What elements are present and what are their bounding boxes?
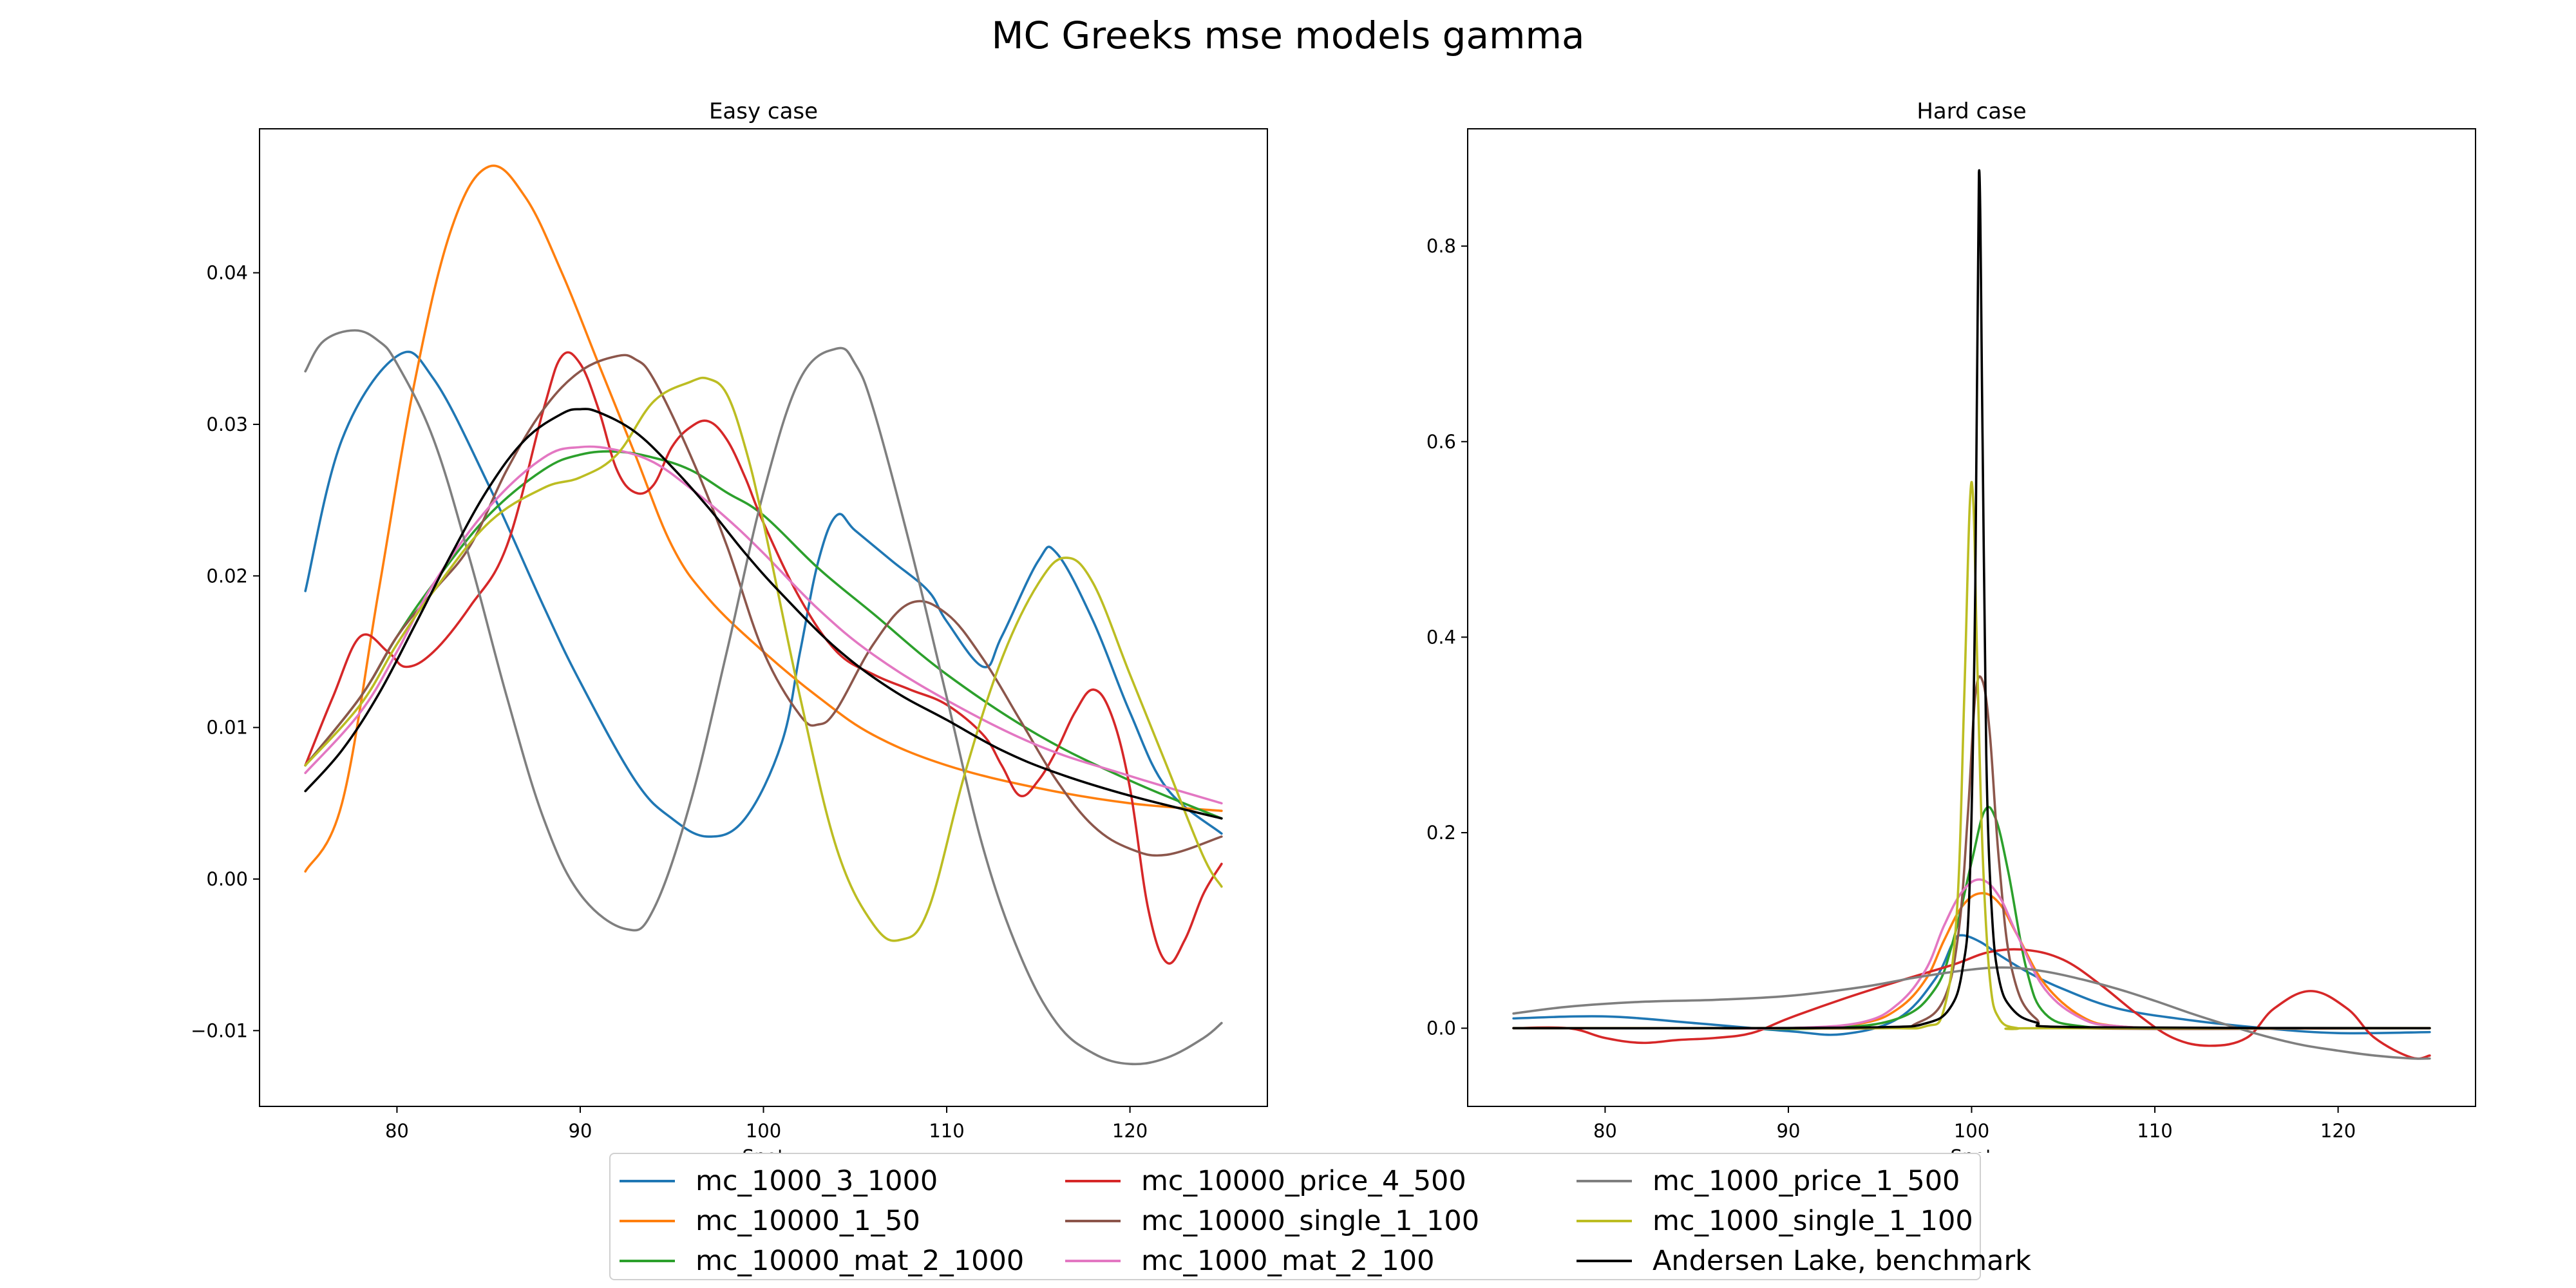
x-tick-label-hard-0: 80 [1593, 1120, 1617, 1142]
series-line-easy-5 [304, 445, 1223, 805]
legend-swatch [1577, 1220, 1632, 1222]
y-tick-label-hard-1: 0.2 [1426, 822, 1456, 844]
legend-item: mc_10000_mat_2_1000 [620, 1242, 1024, 1280]
subplot-title-easy: Easy case [709, 99, 818, 124]
legend-swatch [1577, 1260, 1632, 1262]
y-tick-label-hard-3: 0.6 [1426, 431, 1456, 453]
x-tick-label-hard-3: 110 [2137, 1120, 2172, 1142]
axes-frame-hard [1467, 128, 2476, 1107]
series-line-hard-6 [1512, 966, 2431, 1060]
legend-label: mc_10000_single_1_100 [1141, 1205, 1480, 1237]
legend-item: mc_10000_single_1_100 [1065, 1202, 1479, 1240]
x-tick-label-easy-0: 80 [385, 1120, 409, 1142]
legend-swatch [1065, 1180, 1121, 1182]
legend-swatch [620, 1180, 675, 1182]
legend-swatch [620, 1260, 675, 1262]
series-line-hard-3 [1512, 948, 2431, 1060]
legend-swatch [1577, 1180, 1632, 1182]
legend-label: mc_1000_3_1000 [696, 1165, 938, 1197]
legend-label: mc_1000_single_1_100 [1653, 1205, 1973, 1237]
subplot-easy: 80 90 100 110 120 −0.01 0.00 0.01 0.02 0.03 0.04 Ea… [191, 99, 1268, 1153]
series-line-easy-2 [304, 450, 1223, 820]
x-tick-label-hard-1: 90 [1777, 1120, 1801, 1142]
y-tick-label-hard-0: 0.0 [1426, 1018, 1456, 1039]
series-line-hard-1 [1512, 892, 2431, 1030]
x-axis-label-easy: Spot [743, 1146, 785, 1153]
legend-label: mc_1000_price_1_500 [1653, 1165, 1960, 1197]
series-group-easy [304, 164, 1223, 1066]
series-line-easy-1 [304, 164, 1223, 873]
legend-item: mc_1000_price_1_500 [1577, 1162, 1960, 1200]
series-line-hard-8 [1512, 169, 2431, 1030]
legend-label: mc_10000_price_4_500 [1141, 1165, 1466, 1197]
x-tick-label-easy-3: 110 [929, 1120, 964, 1142]
subplot-hard: 80 90 100 110 120 0.0 0.2 0.4 0.6 0.8 Hard case Spo… [1426, 99, 2476, 1153]
legend-item: mc_10000_1_50 [620, 1202, 920, 1240]
legend-swatch [1065, 1220, 1121, 1222]
y-tick-label-hard-4: 0.8 [1426, 235, 1456, 257]
legend-label: mc_1000_mat_2_100 [1141, 1245, 1435, 1277]
series-line-hard-7 [1512, 480, 2431, 1030]
legend-label: Andersen Lake, benchmark [1653, 1245, 2032, 1277]
subplot-title-hard: Hard case [1917, 99, 2026, 124]
x-tick-label-hard-2: 100 [1954, 1120, 1989, 1142]
y-tick-label-easy-0: −0.01 [191, 1019, 248, 1041]
x-tick-label-easy-1: 90 [569, 1120, 592, 1142]
series-line-hard-5 [1512, 878, 2431, 1030]
legend-item: mc_10000_price_4_500 [1065, 1162, 1466, 1200]
legend-item: mc_1000_mat_2_100 [1065, 1242, 1435, 1280]
series-line-easy-4 [304, 354, 1223, 857]
legend-item: Andersen Lake, benchmark [1577, 1242, 2031, 1280]
legend-label: mc_10000_mat_2_1000 [696, 1245, 1025, 1277]
series-line-easy-0 [304, 350, 1223, 838]
plots-canvas: 80 90 100 110 120 −0.01 0.00 0.01 0.02 0.03 0.04 Ea… [191, 99, 2476, 1153]
legend-item: mc_1000_single_1_100 [1577, 1202, 1973, 1240]
legend: mc_1000_3_1000 mc_10000_1_50 mc_10000_mat_… [609, 1153, 2031, 1280]
y-tick-label-easy-5: 0.04 [206, 262, 248, 284]
series-line-easy-6 [304, 329, 1223, 1066]
x-tick-label-hard-4: 120 [2320, 1120, 2356, 1142]
series-line-easy-7 [304, 376, 1223, 942]
x-axis-label-hard: Spot [1951, 1146, 1993, 1153]
series-group-hard [1512, 169, 2431, 1060]
series-line-easy-8 [304, 408, 1223, 820]
y-tick-label-easy-4: 0.03 [206, 413, 248, 435]
series-line-hard-0 [1512, 934, 2431, 1036]
legend-label: mc_10000_1_50 [696, 1205, 920, 1237]
y-tick-label-easy-1: 0.00 [206, 868, 248, 890]
series-line-easy-3 [304, 351, 1223, 965]
y-tick-label-easy-2: 0.01 [206, 717, 248, 739]
legend-swatch [620, 1220, 675, 1222]
x-tick-label-easy-4: 120 [1112, 1120, 1148, 1142]
figure-title: MC Greeks mse models gamma [991, 14, 1585, 57]
y-tick-label-hard-2: 0.4 [1426, 626, 1456, 648]
legend-item: mc_1000_3_1000 [620, 1162, 938, 1200]
legend-swatch [1065, 1260, 1121, 1262]
y-tick-label-easy-3: 0.02 [206, 565, 248, 587]
x-tick-label-easy-2: 100 [746, 1120, 781, 1142]
